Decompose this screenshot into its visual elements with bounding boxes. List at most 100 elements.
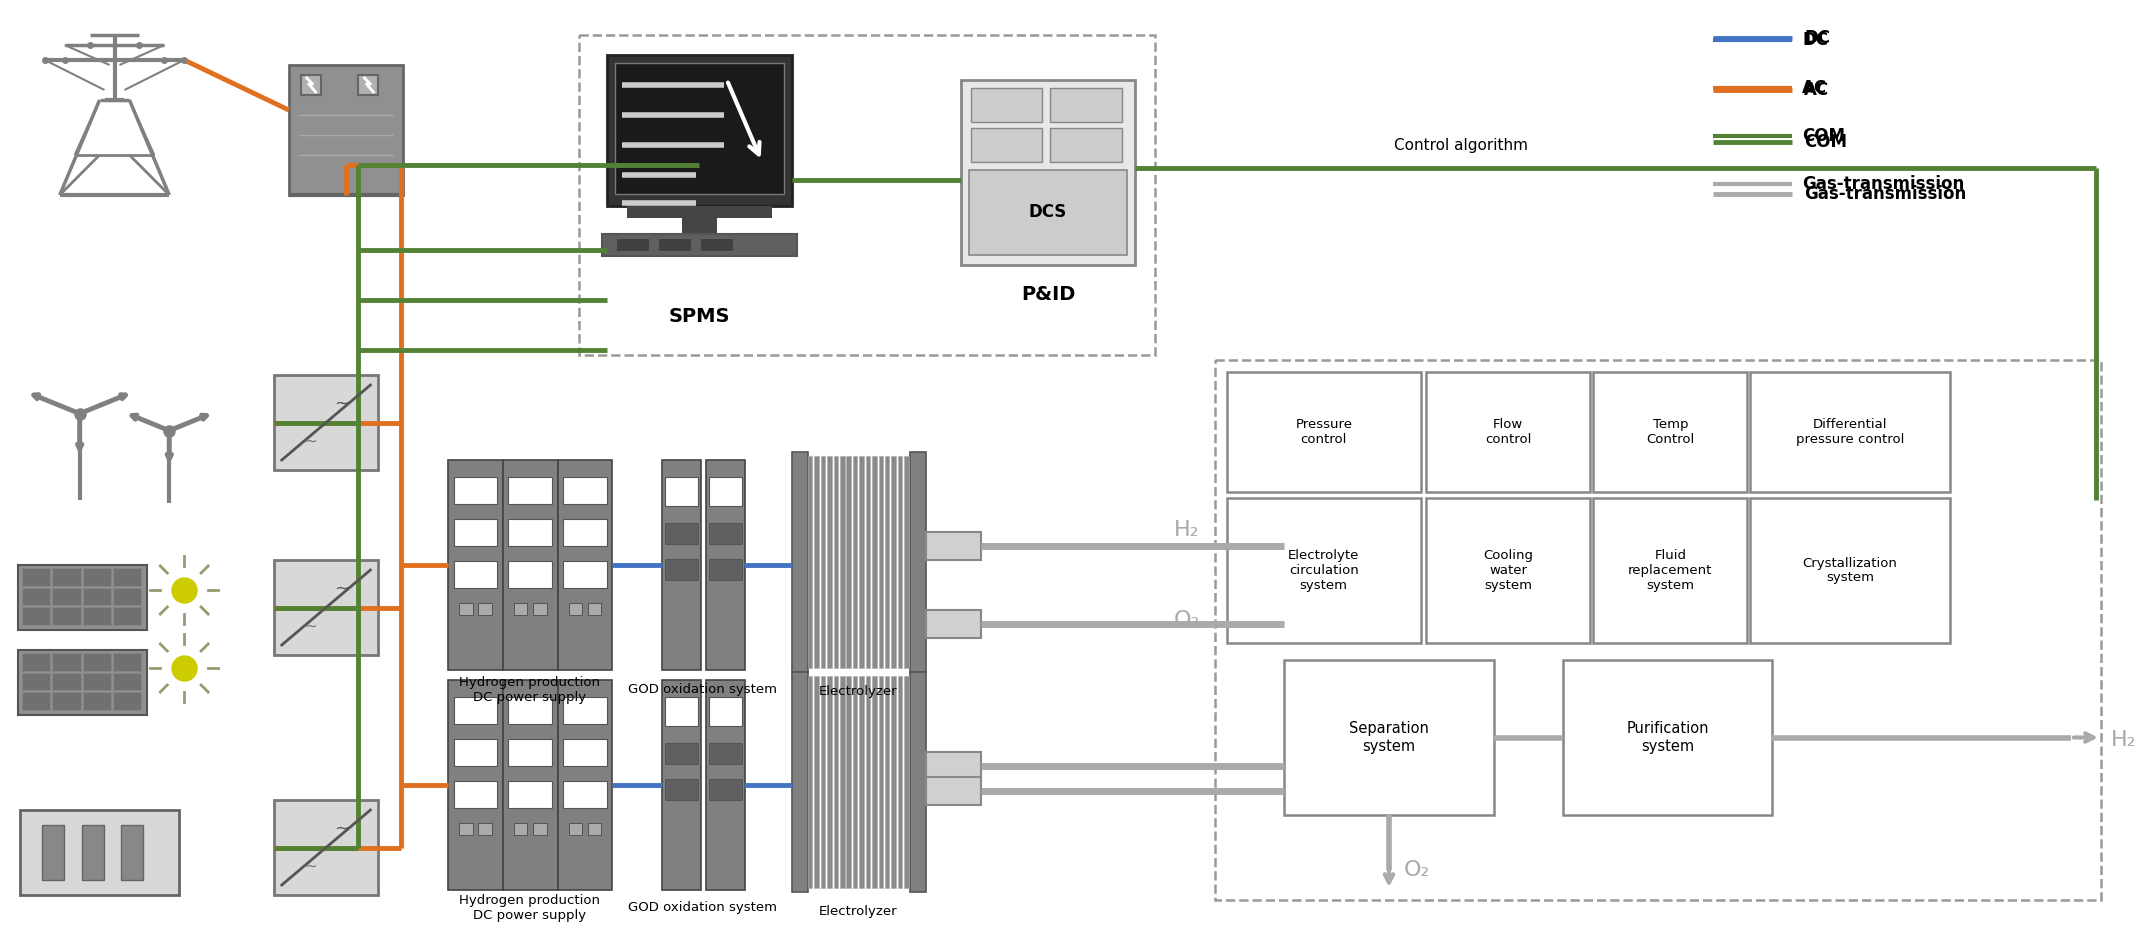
Bar bbox=[700, 239, 732, 251]
Bar bbox=[927, 752, 981, 780]
Bar bbox=[1751, 372, 1950, 492]
Bar bbox=[814, 456, 818, 668]
Bar bbox=[1426, 498, 1591, 643]
Bar bbox=[910, 452, 927, 672]
Bar bbox=[557, 460, 612, 670]
Bar bbox=[454, 781, 497, 808]
Bar bbox=[563, 561, 606, 588]
Bar bbox=[533, 603, 546, 616]
Text: Gas-transmission: Gas-transmission bbox=[1803, 175, 1965, 193]
Bar bbox=[458, 603, 473, 616]
Bar bbox=[83, 588, 111, 605]
Bar bbox=[507, 477, 552, 504]
Bar bbox=[21, 607, 49, 625]
Bar bbox=[839, 676, 844, 888]
Bar bbox=[826, 456, 831, 668]
Text: ~: ~ bbox=[334, 579, 349, 598]
Bar bbox=[454, 561, 497, 588]
Text: O₂: O₂ bbox=[1404, 860, 1430, 880]
Bar bbox=[865, 456, 869, 668]
Bar bbox=[507, 561, 552, 588]
Bar bbox=[839, 456, 844, 668]
Text: O₂: O₂ bbox=[1173, 610, 1201, 630]
Bar bbox=[570, 603, 582, 616]
Bar bbox=[51, 588, 81, 605]
Bar bbox=[833, 676, 837, 888]
Bar bbox=[871, 456, 876, 668]
Bar bbox=[83, 607, 111, 625]
Bar bbox=[514, 822, 527, 836]
Text: DC: DC bbox=[1803, 31, 1828, 49]
Bar bbox=[884, 456, 889, 668]
Bar bbox=[814, 676, 818, 888]
Bar bbox=[83, 673, 111, 690]
Bar bbox=[503, 680, 557, 890]
Bar bbox=[454, 739, 497, 766]
Bar bbox=[21, 588, 49, 605]
Bar bbox=[891, 676, 895, 888]
Text: Hydrogen production
DC power supply: Hydrogen production DC power supply bbox=[458, 894, 599, 922]
Bar bbox=[904, 676, 908, 888]
Bar bbox=[113, 673, 141, 690]
Bar bbox=[563, 697, 606, 724]
Bar bbox=[289, 65, 403, 195]
Bar bbox=[970, 128, 1043, 162]
Text: ~: ~ bbox=[304, 859, 317, 874]
Text: Electrolyzer: Electrolyzer bbox=[820, 685, 897, 698]
Text: Crystallization
system: Crystallization system bbox=[1803, 556, 1897, 585]
Text: AC: AC bbox=[1805, 81, 1828, 99]
Bar bbox=[21, 653, 49, 670]
Bar bbox=[709, 778, 741, 800]
Bar bbox=[820, 456, 824, 668]
Bar bbox=[454, 519, 497, 546]
Bar bbox=[666, 477, 698, 507]
Bar bbox=[865, 676, 869, 888]
Bar bbox=[662, 460, 700, 670]
Bar bbox=[1227, 372, 1422, 492]
Bar bbox=[1051, 88, 1122, 122]
Bar bbox=[447, 680, 503, 890]
Text: Cooling
water
system: Cooling water system bbox=[1484, 549, 1533, 592]
Bar bbox=[21, 693, 49, 710]
Bar bbox=[563, 477, 606, 504]
Text: Temp
Control: Temp Control bbox=[1646, 418, 1694, 446]
Bar bbox=[507, 519, 552, 546]
Bar bbox=[113, 568, 141, 586]
Bar bbox=[477, 603, 492, 616]
Text: Control algorithm: Control algorithm bbox=[1394, 137, 1529, 152]
Bar bbox=[904, 456, 908, 668]
Bar bbox=[666, 697, 698, 727]
Text: H₂: H₂ bbox=[2111, 729, 2137, 749]
Bar bbox=[709, 477, 741, 507]
Bar bbox=[897, 456, 901, 668]
Bar bbox=[17, 650, 148, 715]
Bar bbox=[274, 375, 379, 470]
Bar bbox=[458, 822, 473, 836]
Bar bbox=[666, 778, 698, 800]
Bar bbox=[681, 218, 717, 236]
Text: DCS: DCS bbox=[1030, 203, 1066, 221]
Bar bbox=[1227, 498, 1422, 643]
Bar bbox=[21, 568, 49, 586]
Bar bbox=[1426, 372, 1591, 492]
Bar bbox=[570, 822, 582, 836]
Bar bbox=[563, 739, 606, 766]
Text: AC: AC bbox=[1803, 79, 1826, 97]
Bar bbox=[1751, 498, 1950, 643]
Bar bbox=[563, 519, 606, 546]
Bar bbox=[820, 676, 824, 888]
Bar bbox=[533, 822, 546, 836]
Bar bbox=[617, 239, 649, 251]
Bar bbox=[507, 697, 552, 724]
Bar bbox=[707, 460, 745, 670]
Text: ~: ~ bbox=[334, 820, 349, 838]
Bar bbox=[666, 558, 698, 580]
Bar bbox=[507, 739, 552, 766]
Text: SPMS: SPMS bbox=[668, 307, 730, 326]
Bar bbox=[659, 239, 692, 251]
Bar bbox=[589, 603, 602, 616]
Bar bbox=[122, 825, 143, 880]
Bar bbox=[852, 456, 856, 668]
Bar bbox=[666, 523, 698, 544]
Text: ~: ~ bbox=[304, 434, 317, 449]
